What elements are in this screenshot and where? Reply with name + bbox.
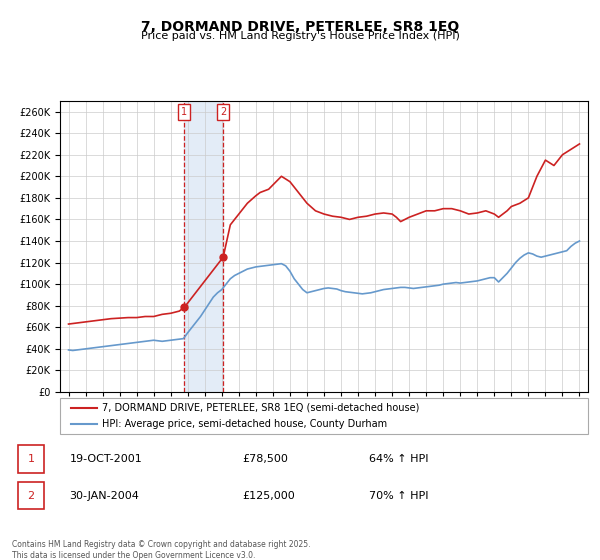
FancyBboxPatch shape: [18, 482, 44, 510]
FancyBboxPatch shape: [18, 446, 44, 473]
Text: 1: 1: [28, 454, 35, 464]
Text: HPI: Average price, semi-detached house, County Durham: HPI: Average price, semi-detached house,…: [102, 419, 388, 429]
Text: 70% ↑ HPI: 70% ↑ HPI: [369, 491, 428, 501]
Text: 30-JAN-2004: 30-JAN-2004: [70, 491, 139, 501]
Text: £78,500: £78,500: [242, 454, 288, 464]
Text: Price paid vs. HM Land Registry's House Price Index (HPI): Price paid vs. HM Land Registry's House …: [140, 31, 460, 41]
Text: £125,000: £125,000: [242, 491, 295, 501]
Text: 1: 1: [181, 106, 187, 116]
Text: Contains HM Land Registry data © Crown copyright and database right 2025.
This d: Contains HM Land Registry data © Crown c…: [12, 540, 311, 560]
Text: 64% ↑ HPI: 64% ↑ HPI: [369, 454, 428, 464]
FancyBboxPatch shape: [60, 398, 588, 434]
Text: 7, DORMAND DRIVE, PETERLEE, SR8 1EQ: 7, DORMAND DRIVE, PETERLEE, SR8 1EQ: [141, 20, 459, 34]
Text: 2: 2: [220, 106, 226, 116]
Text: 7, DORMAND DRIVE, PETERLEE, SR8 1EQ (semi-detached house): 7, DORMAND DRIVE, PETERLEE, SR8 1EQ (sem…: [102, 403, 419, 413]
Text: 19-OCT-2001: 19-OCT-2001: [70, 454, 142, 464]
Bar: [184, 101, 223, 392]
Text: 2: 2: [28, 491, 35, 501]
